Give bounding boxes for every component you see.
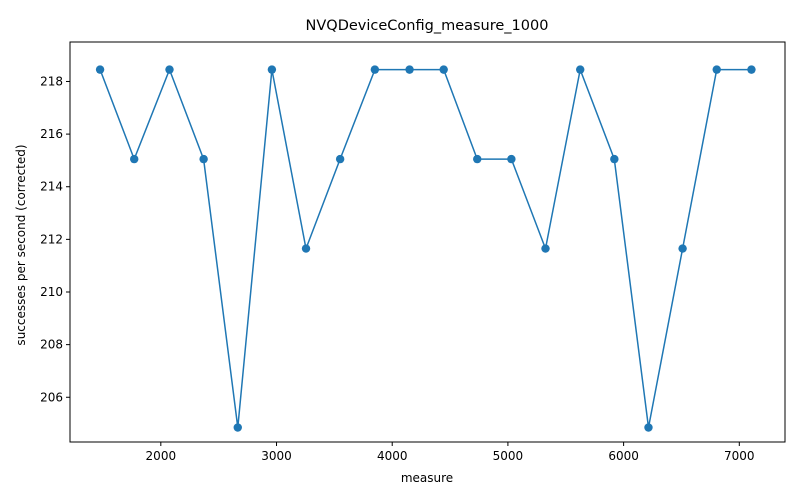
y-tick-label: 210 (40, 285, 63, 299)
data-point (130, 154, 139, 164)
data-point (165, 65, 174, 74)
data-point (370, 65, 380, 74)
x-tick-label: 2000 (146, 449, 177, 463)
y-tick-label: 218 (40, 74, 63, 88)
data-point (644, 423, 653, 432)
y-tick-label: 206 (40, 390, 63, 404)
y-tick-label: 208 (40, 338, 63, 352)
data-point (576, 65, 585, 74)
data-point (405, 65, 414, 74)
data-point (439, 65, 448, 74)
plot-area: 2000 3000 4000 5000 6000 7000 206 208 210 212 214 2… (40, 41, 786, 463)
y-tick-label: 212 (40, 232, 63, 246)
data-point (747, 65, 756, 74)
series-line (99, 68, 752, 429)
data-point (233, 423, 242, 432)
data-point (199, 154, 208, 164)
data-point (712, 65, 721, 74)
x-tick-label: 5000 (493, 449, 524, 463)
chart-title: NVQDeviceConfig_measure_1000 (306, 18, 549, 34)
data-point (507, 154, 516, 164)
x-axis-label: measure (401, 471, 453, 485)
data-point (610, 154, 619, 164)
y-tick-label: 216 (40, 127, 63, 141)
data-point (541, 244, 550, 253)
data-point (301, 244, 311, 253)
data-point (473, 154, 482, 164)
y-axis-label: successes per second (corrected) (14, 144, 28, 345)
data-point (267, 65, 277, 74)
y-tick-label: 214 (40, 180, 63, 194)
data-point (95, 65, 105, 74)
x-tick-label: 4000 (377, 449, 408, 463)
x-tick-label: 3000 (261, 449, 292, 463)
data-point (678, 244, 687, 253)
x-tick-label: 7000 (724, 449, 755, 463)
x-tick-label: 6000 (608, 449, 639, 463)
data-point (335, 154, 345, 164)
axes-frame (69, 41, 786, 443)
